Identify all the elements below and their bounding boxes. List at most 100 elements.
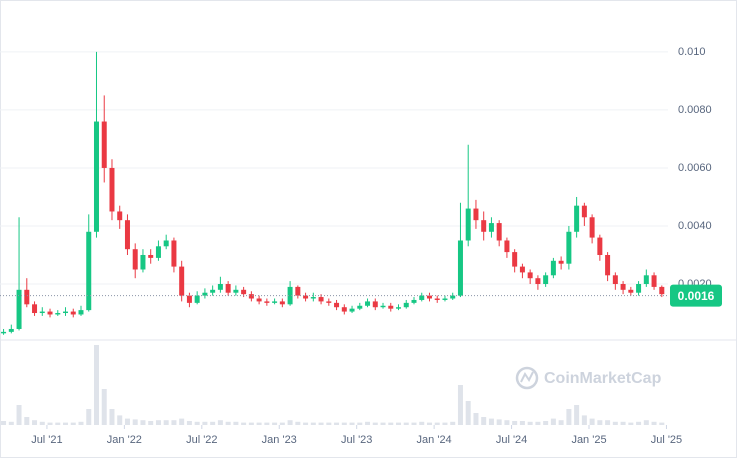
candle-body [55,313,61,315]
volume-bar [581,415,587,425]
candle-body [450,295,456,299]
volume-bar [179,418,185,425]
volume-bar [550,418,556,425]
volume-bar [628,422,634,425]
candle-body [442,298,448,300]
candle-body [132,249,138,270]
candle-body [651,275,657,287]
volume-bar [396,422,402,425]
candle-body [194,295,200,303]
candle-body [512,252,518,267]
volume-bar [109,409,115,425]
candle-body [527,272,533,279]
candle-body [574,205,580,232]
candle-body [341,307,347,312]
volume-bar [303,422,309,425]
candle-body [124,220,130,250]
x-tick-label: Jul '25 [651,434,682,446]
candle-body [117,211,123,221]
volume-bar [326,422,332,425]
candle-body [535,278,541,285]
volume-bar [636,421,642,425]
volume-bar [163,420,169,425]
candle-body [488,223,494,232]
volume-bar [295,421,301,425]
volume-bar [210,421,216,425]
candle-body [403,302,409,308]
candle-body [78,310,84,315]
candle-body [597,237,603,255]
volume-bar [411,422,417,425]
candle-body [241,289,247,295]
y-tick-label: 0.0060 [678,162,712,174]
volume-bar [589,418,595,425]
x-tick-label: Jan '25 [571,434,606,446]
candle-body [357,305,363,309]
candle-body [365,301,371,306]
candle-body [659,286,665,295]
volume-bar [372,422,378,425]
candle-body [140,254,146,270]
volume-bar [8,421,14,425]
volume-bar [264,422,270,425]
volume-bar [279,422,285,425]
candle-body [426,295,432,299]
volume-bar [24,417,30,425]
candle-body [86,231,92,311]
volume-bar [442,422,448,425]
candle-body [217,284,223,290]
candle-body [264,301,270,303]
candle-body [419,295,425,300]
candle-body [63,311,69,314]
candle-body [558,260,564,264]
candle-body [310,297,316,299]
candle-body [481,220,487,232]
volume-bar [519,421,525,425]
x-tick-label: Jan '23 [262,434,297,446]
volume-bar [202,421,208,425]
volume-bar [272,422,278,425]
volume-bar [481,417,487,425]
candle-body [16,289,22,329]
volume-bar [93,345,99,425]
volume-bar [566,409,572,425]
volume-bar [310,422,316,425]
candle-body [605,254,611,276]
candle-body [93,121,99,232]
volume-bar [287,420,293,425]
candle-body [326,301,332,303]
candle-body [581,205,587,218]
volume-bar [620,421,626,425]
x-tick-label: Jul '22 [186,434,217,446]
x-tick-label: Jul '24 [496,434,527,446]
candle-body [8,328,14,332]
volume-bar [450,421,456,425]
volume-bar [39,421,45,425]
volume-bar [70,422,76,425]
candle-body [47,311,53,315]
candle-body [295,286,301,296]
candle-body [287,286,293,305]
volume-bar [1,421,7,425]
candle-body [388,305,394,309]
y-tick-label: 0.0080 [678,104,712,116]
volume-bar [488,418,494,425]
y-tick-label: 0.0040 [678,220,712,232]
candle-body [186,295,192,303]
volume-bar [558,420,564,425]
volume-bar [535,421,541,425]
candle-body [643,275,649,285]
candle-body [550,260,556,276]
volume-bar [47,422,53,425]
candle-body [171,240,177,267]
candle-body [636,284,642,293]
candle-body [349,308,355,312]
candle-body [620,284,626,290]
volume-bar [63,422,69,425]
candle-body [411,299,417,303]
volume-bar [349,422,355,425]
volume-bar [434,422,440,425]
volume-bar [651,421,657,425]
candle-body [163,240,169,247]
candle-body [256,298,262,302]
